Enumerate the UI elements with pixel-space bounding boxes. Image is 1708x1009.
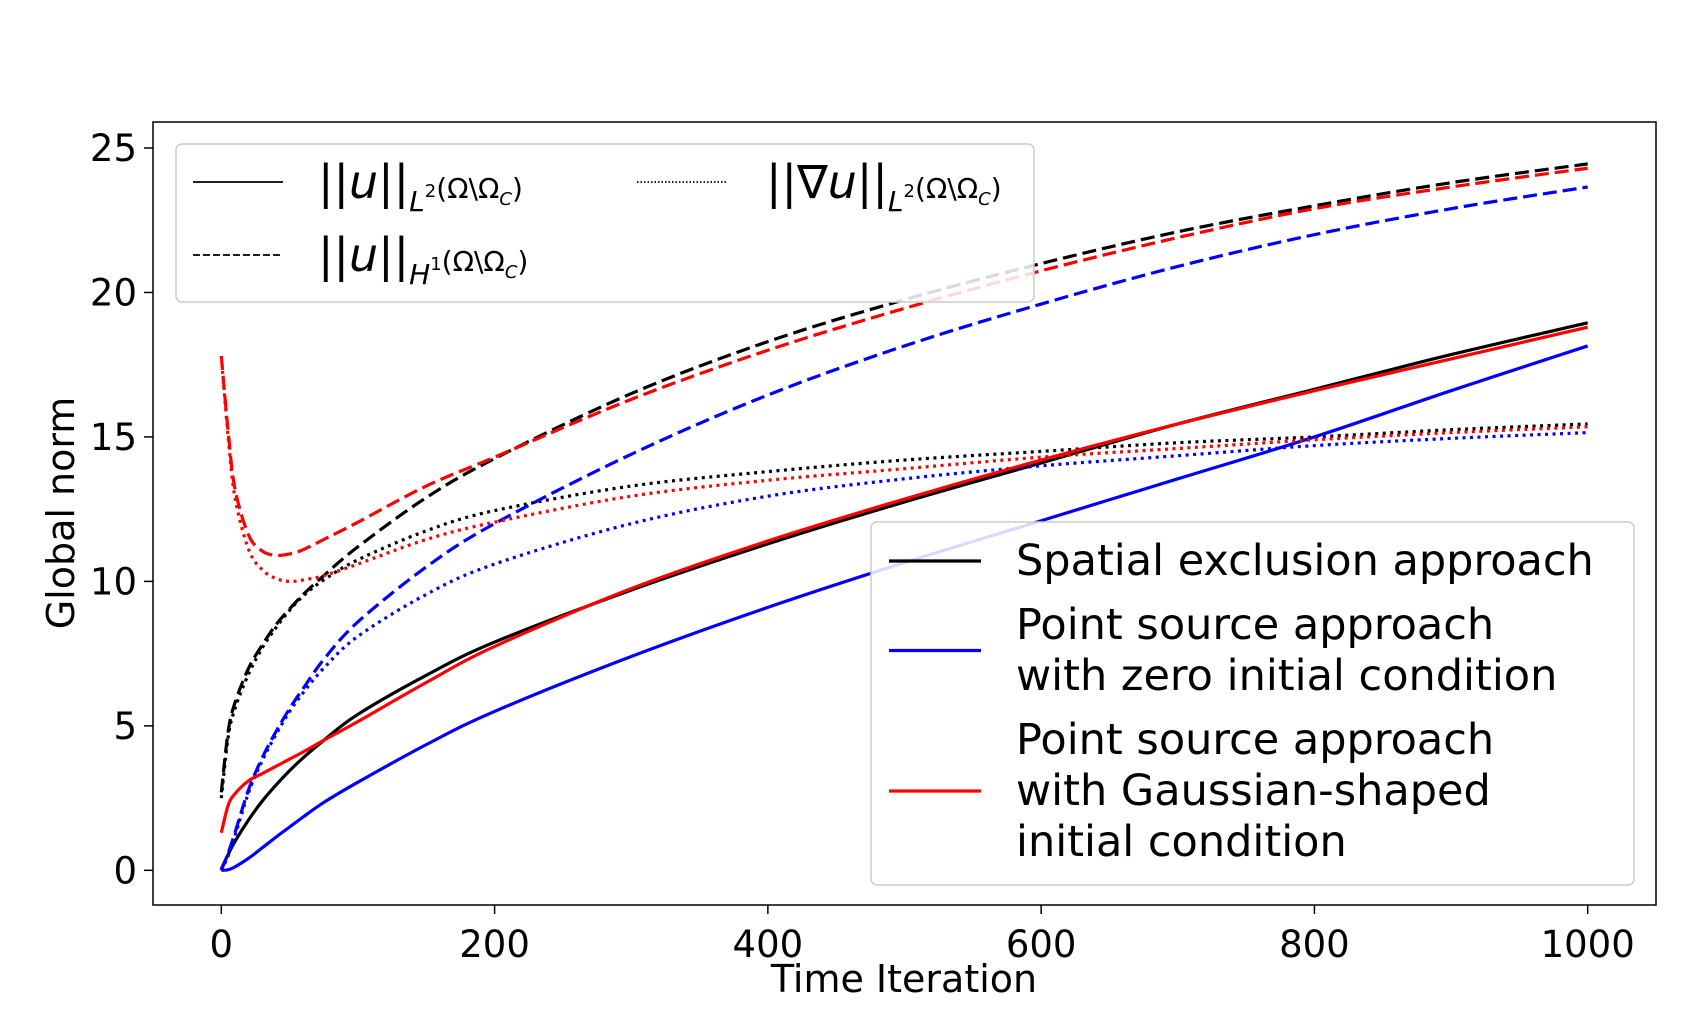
approach-legend: Spatial exclusion approach Point source a… <box>870 521 1635 886</box>
plot-area <box>152 121 1657 906</box>
norm-legend-label-grad: ||∇u||L2(Ω\ΩC) <box>766 155 1002 218</box>
series-line-zero-h1 <box>219 185 1588 871</box>
y-axis: 0 5 10 15 20 25 <box>90 127 153 892</box>
series-line-spatial-grad <box>219 422 1588 799</box>
series-line-spatial-h1 <box>219 162 1588 793</box>
y-axis-label: Global norm <box>39 397 83 630</box>
series-line-gauss-grad <box>219 355 1588 584</box>
x-axis: 0 200 400 600 800 1000 <box>210 905 1635 966</box>
norm-legend-label-h1: ||u||H1(Ω\ΩC) <box>318 228 528 291</box>
approach-legend-label-2: Point source approach with Gaussian-shape… <box>1016 715 1494 867</box>
series-line-zero-l2 <box>221 344 1589 872</box>
x-tick-label: 200 <box>459 923 530 966</box>
x-tick-label: 600 <box>1006 923 1077 966</box>
x-tick-label: 1000 <box>1541 923 1635 966</box>
y-tick-label: 5 <box>113 705 137 748</box>
approach-legend-label-0: Spatial exclusion approach <box>1016 536 1594 586</box>
series-layer <box>219 162 1589 872</box>
series-line-gauss-l2 <box>219 325 1589 834</box>
norm-legend-box <box>175 143 1035 303</box>
x-tick-label: 800 <box>1279 923 1350 966</box>
y-tick-label: 15 <box>90 416 137 459</box>
approach-legend-box <box>870 521 1635 886</box>
x-tick-label: 0 <box>210 923 234 966</box>
x-axis-label: Time Iteration <box>770 957 1037 1001</box>
y-tick-label: 20 <box>90 271 137 314</box>
y-tick-label: 25 <box>90 127 137 170</box>
norm-legend-label-l2: ||u||L2(Ω\ΩC) <box>318 155 523 218</box>
approach-legend-label-1: Point source approach with zero initial c… <box>1016 600 1557 701</box>
y-tick-label: 0 <box>113 849 137 892</box>
y-tick-label: 10 <box>90 560 137 603</box>
x-tick-label: 400 <box>733 923 804 966</box>
norm-legend: ||u||L2(Ω\ΩC) ||u||H1(Ω\ΩC) ||∇u||L2(Ω\ΩC) <box>175 143 1035 303</box>
